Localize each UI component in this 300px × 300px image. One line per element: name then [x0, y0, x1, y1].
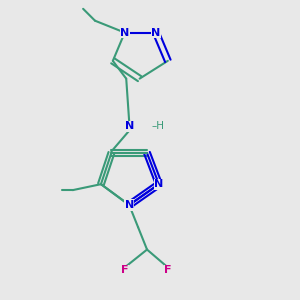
Text: –H: –H	[152, 121, 164, 131]
Text: N: N	[124, 200, 134, 210]
Text: N: N	[151, 28, 160, 38]
Text: N: N	[124, 121, 134, 131]
Text: N: N	[154, 179, 164, 189]
Text: N: N	[120, 28, 129, 38]
Text: F: F	[164, 266, 172, 275]
Text: F: F	[121, 266, 128, 275]
